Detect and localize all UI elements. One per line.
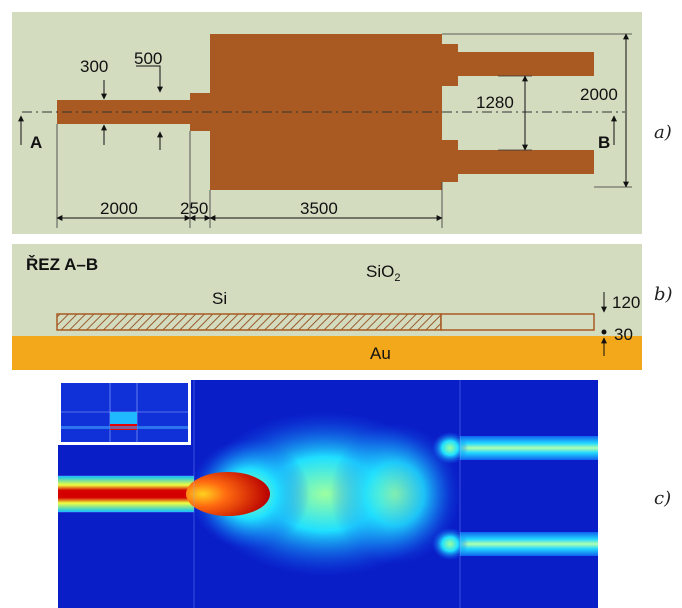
- silicon-strip-plain: [440, 313, 595, 331]
- dim-2000-height: 2000: [580, 85, 618, 104]
- panel-b-label: b): [654, 284, 673, 305]
- gold-layer: [12, 336, 642, 370]
- panel-b: ŘEZ A–B SiO2 Si Au 120 30 b): [12, 244, 673, 370]
- section-label-b: B: [598, 133, 610, 152]
- panel-a-label: a): [654, 122, 672, 143]
- dim-300: 300: [80, 57, 108, 76]
- silicon-strip-hatched: [56, 313, 442, 331]
- section-label-a: A: [30, 133, 42, 152]
- dim-30: 30: [614, 325, 633, 344]
- silicon-label: Si: [212, 289, 227, 308]
- panel-a: 300 500 1280 2000 2000 250 3500 A B a): [12, 12, 672, 234]
- dim-2000-length: 2000: [100, 199, 138, 218]
- dim-500: 500: [134, 49, 162, 68]
- dim-1280: 1280: [476, 93, 514, 112]
- field-intensity: [58, 412, 598, 576]
- dimension-arrows: [18, 33, 629, 221]
- thickness-dot: [601, 329, 607, 335]
- mode-profile-inset: [58, 380, 191, 445]
- step-top: [442, 44, 458, 86]
- taper-section: [190, 93, 210, 131]
- gold-label: Au: [370, 344, 391, 363]
- cross-section-title: ŘEZ A–B: [26, 255, 98, 274]
- panel-c: c): [58, 380, 671, 608]
- output-waveguide-bottom: [458, 150, 594, 174]
- dim-120: 120: [612, 293, 640, 312]
- dim-3500: 3500: [300, 199, 338, 218]
- dim-250: 250: [180, 199, 208, 218]
- panel-c-label: c): [654, 488, 671, 509]
- oxide-label: SiO2: [366, 262, 400, 284]
- output-waveguide-top: [458, 52, 594, 76]
- step-bottom: [442, 140, 458, 182]
- structure-outlines: [58, 380, 461, 608]
